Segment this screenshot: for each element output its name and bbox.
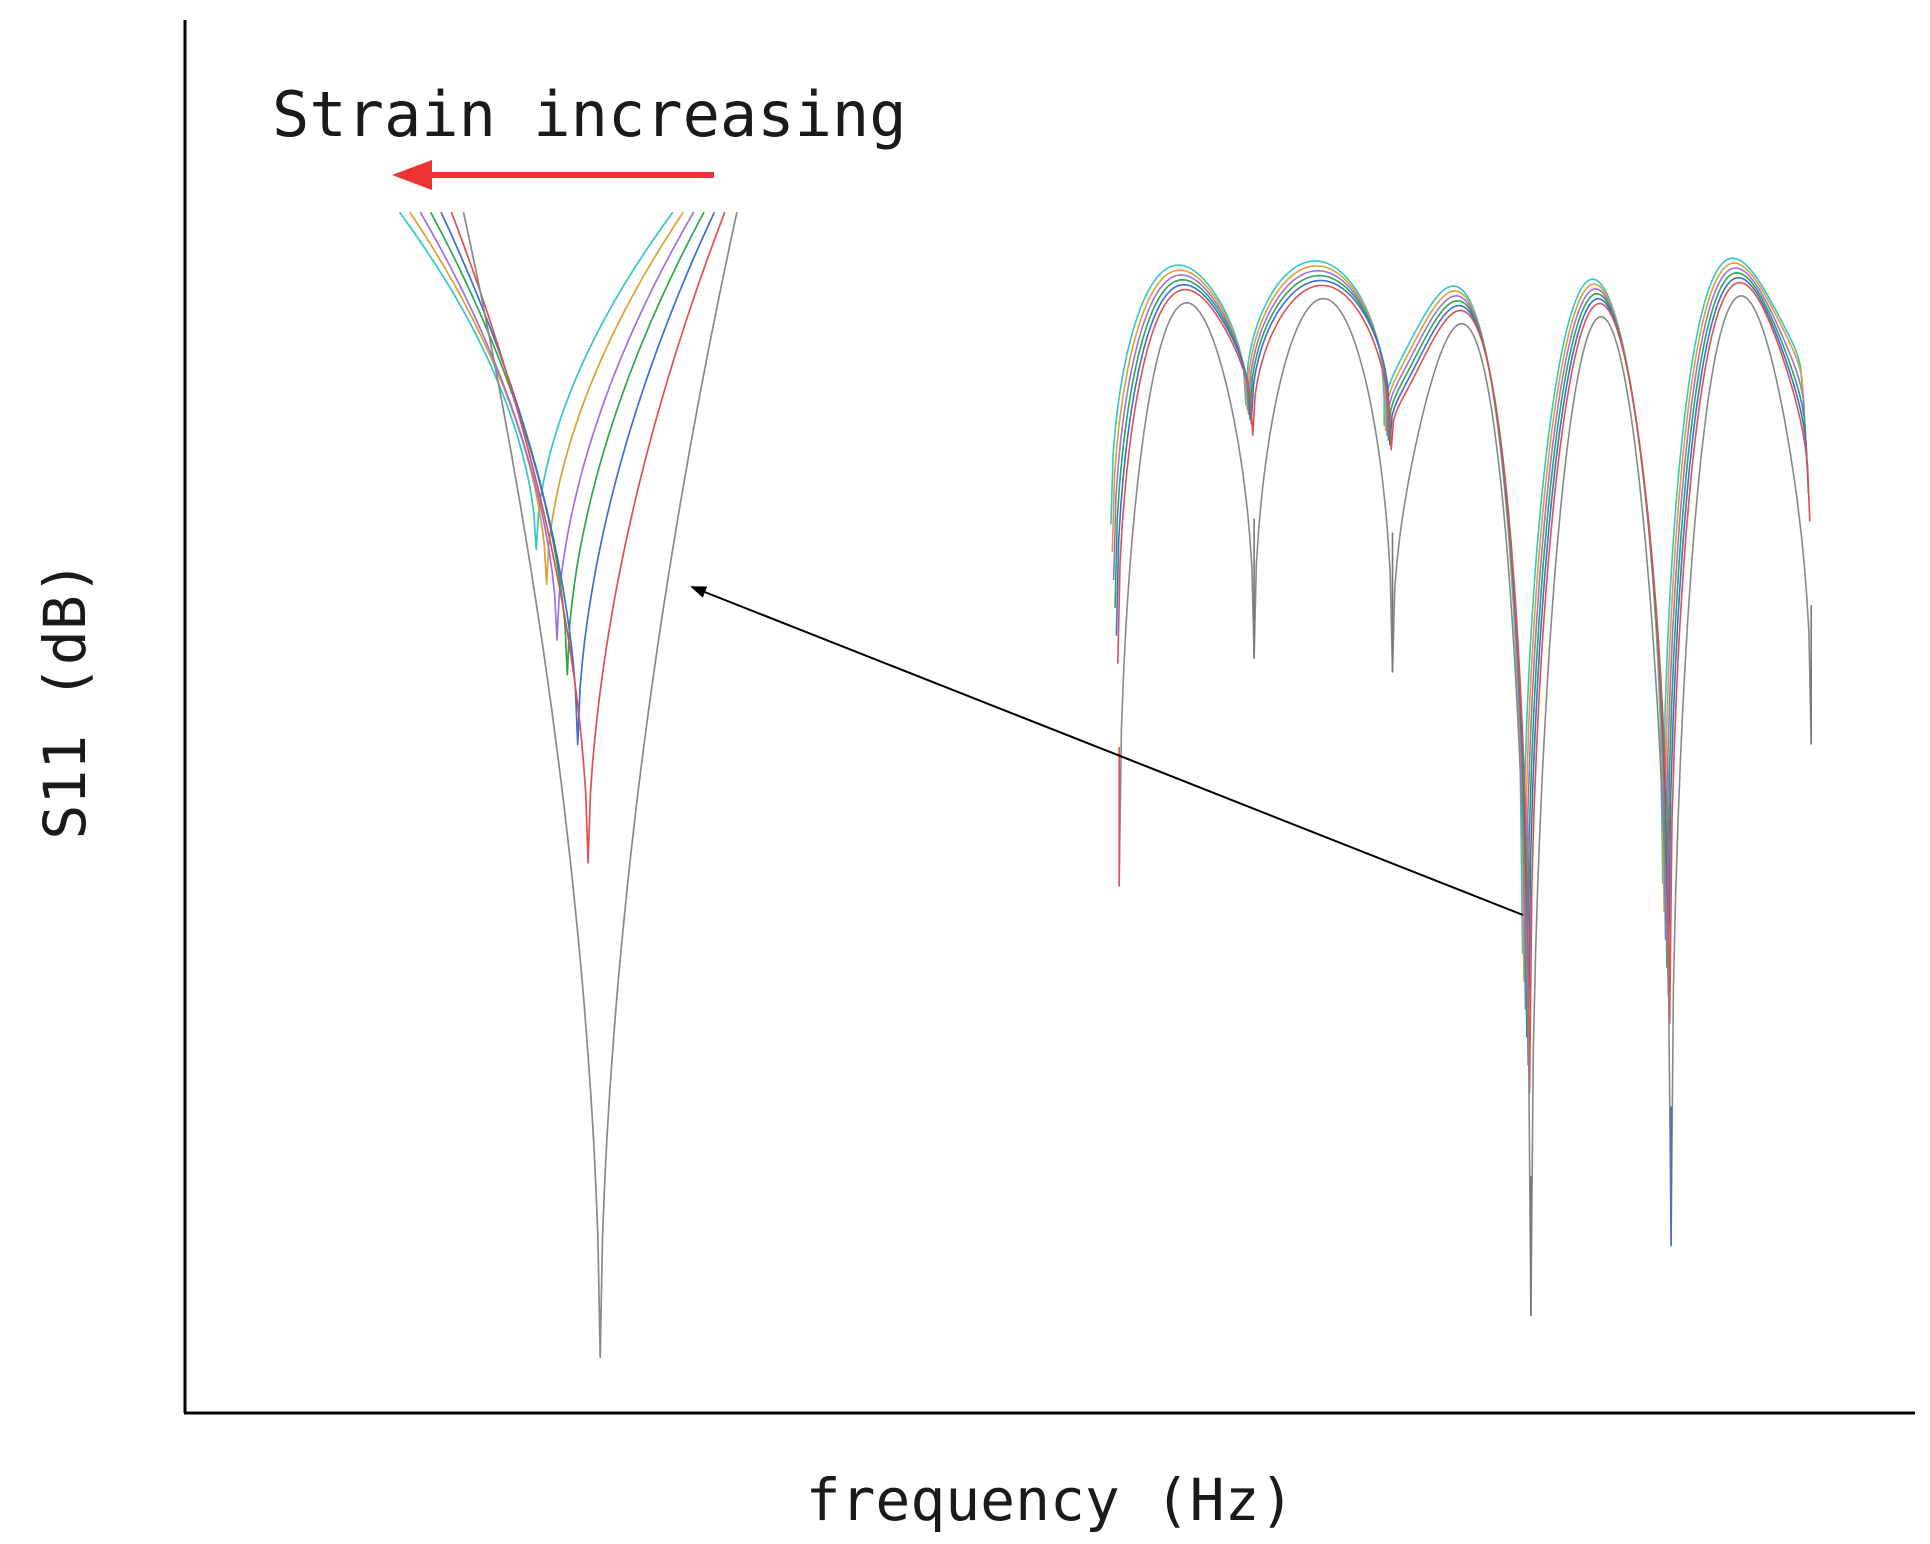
full-curve-1 [1118, 295, 1812, 1317]
zoom-curve-4 [429, 211, 705, 676]
zoom-curves [398, 211, 738, 1359]
full-curve-7 [1110, 257, 1804, 955]
full-spectrum-curves [1110, 257, 1812, 1317]
zoom-curve-7 [398, 211, 674, 551]
full-curve-5 [1112, 267, 1807, 1010]
strain-arrow [392, 160, 714, 190]
strain-annotation-label: Strain increasing [272, 78, 907, 151]
zoom-curve-3 [440, 211, 716, 746]
y-axis-label: S11 (dB) [31, 560, 99, 839]
full-curve-2 [1117, 281, 1811, 1094]
zoom-curve-1 [462, 212, 738, 1359]
full-curve-4 [1114, 272, 1808, 1038]
zoom-curve-5 [419, 211, 695, 641]
full-curve-3 [1115, 276, 1810, 1066]
full-curve-6 [1111, 262, 1806, 982]
x-axis-label: frequency (Hz) [806, 1466, 1295, 1534]
zoom-pointer-arrow [690, 586, 1524, 916]
zoom-curve-6 [409, 211, 684, 586]
zoom-curve-2 [450, 211, 726, 864]
